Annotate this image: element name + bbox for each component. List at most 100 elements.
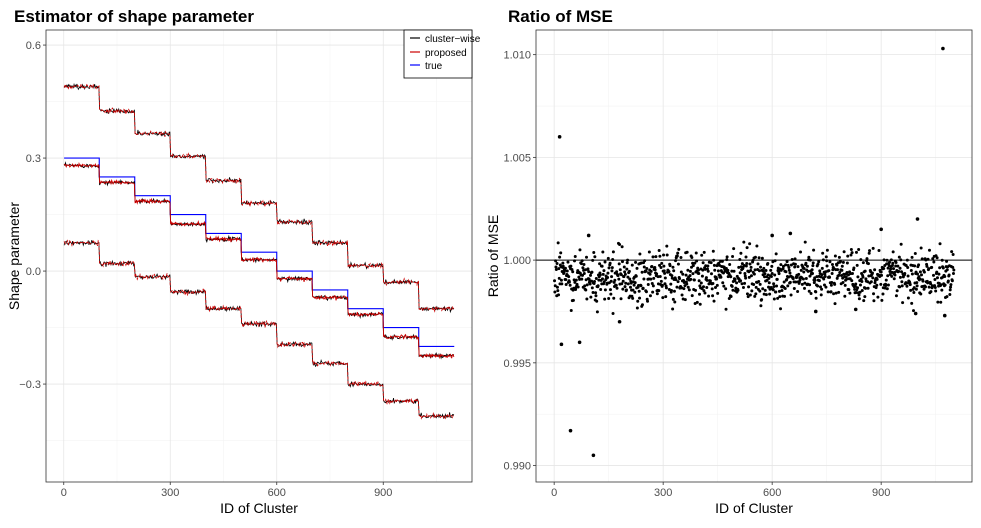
scatter-point	[802, 270, 806, 274]
scatter-point	[663, 276, 667, 280]
scatter-point	[770, 272, 774, 275]
scatter-point	[710, 287, 714, 291]
scatter-point	[633, 290, 637, 294]
scatter-point	[581, 266, 585, 270]
scatter-point	[702, 285, 705, 289]
scatter-point	[621, 287, 625, 291]
scatter-point	[788, 271, 792, 275]
scatter-point	[730, 269, 734, 273]
scatter-point	[784, 263, 788, 267]
scatter-point	[855, 263, 859, 267]
scatter-point	[679, 270, 683, 274]
scatter-point	[625, 267, 629, 271]
scatter-point	[782, 280, 786, 284]
scatter-point	[593, 255, 597, 259]
scatter-point	[820, 273, 824, 277]
scatter-point	[863, 295, 867, 299]
scatter-point	[880, 298, 884, 302]
scatter-point	[866, 286, 870, 290]
scatter-point	[735, 281, 739, 285]
scatter-point	[747, 285, 751, 289]
scatter-point	[885, 258, 889, 262]
scatter-point	[822, 277, 826, 281]
scatter-point	[772, 284, 776, 288]
scatter-point	[879, 282, 883, 286]
scatter-point	[879, 270, 883, 274]
scatter-point	[704, 276, 708, 280]
scatter-point	[761, 287, 765, 291]
scatter-point	[705, 278, 709, 282]
scatter-point	[655, 292, 659, 296]
scatter-point	[695, 300, 699, 304]
scatter-point	[665, 244, 669, 248]
scatter-point	[895, 289, 899, 293]
scatter-point	[750, 289, 754, 293]
scatter-point	[677, 247, 681, 251]
scatter-point	[698, 302, 702, 306]
scatter-point	[854, 250, 858, 254]
scatter-point	[704, 264, 708, 268]
scatter-point	[648, 272, 652, 276]
scatter-point	[611, 258, 615, 262]
scatter-point	[672, 289, 676, 293]
scatter-point-outlier	[788, 231, 793, 236]
scatter-point	[737, 265, 741, 269]
scatter-point	[837, 255, 841, 259]
scatter-point	[949, 285, 953, 289]
scatter-point	[587, 270, 591, 274]
scatter-point	[557, 293, 561, 297]
scatter-point	[597, 278, 601, 282]
scatter-point	[724, 307, 728, 311]
scatter-point	[861, 261, 865, 265]
scatter-point	[941, 266, 945, 270]
scatter-point	[720, 259, 724, 263]
scatter-point	[860, 280, 864, 284]
scatter-point	[671, 297, 675, 301]
scatter-point	[681, 272, 685, 276]
scatter-point	[820, 287, 824, 291]
scatter-point	[690, 256, 694, 260]
right-ytick-label: 0.995	[503, 358, 531, 370]
scatter-point	[950, 279, 954, 283]
scatter-point	[713, 268, 717, 272]
scatter-point	[945, 295, 949, 299]
scatter-point	[626, 258, 630, 262]
scatter-point	[614, 283, 618, 287]
scatter-point	[573, 280, 577, 284]
scatter-point	[607, 296, 611, 300]
scatter-point-outlier	[853, 307, 858, 312]
scatter-point	[880, 273, 884, 277]
scatter-point	[574, 278, 578, 282]
scatter-point	[866, 280, 870, 284]
scatter-point	[872, 292, 876, 296]
left-y-ticks: −0.3 0.0 0.3 0.6	[19, 40, 46, 391]
scatter-point	[700, 274, 704, 278]
scatter-point	[581, 273, 585, 277]
scatter-point	[854, 282, 858, 286]
scatter-point	[768, 292, 772, 296]
scatter-point	[772, 282, 776, 286]
scatter-point	[821, 258, 825, 262]
scatter-point	[772, 297, 776, 301]
scatter-point	[711, 249, 715, 253]
legend-label-cluster-wise: cluster−wise	[425, 34, 481, 45]
scatter-point	[725, 255, 729, 259]
scatter-point	[780, 288, 784, 292]
scatter-point	[859, 258, 863, 262]
legend-label-true: true	[425, 61, 443, 72]
scatter-point	[910, 272, 914, 276]
left-ytick-label: 0.3	[26, 153, 41, 165]
scatter-point	[595, 310, 599, 314]
scatter-point	[845, 261, 849, 265]
scatter-point	[730, 284, 734, 288]
scatter-point	[894, 264, 898, 268]
scatter-point	[715, 277, 719, 281]
scatter-point	[873, 281, 877, 285]
scatter-point	[611, 312, 615, 316]
scatter-point	[890, 274, 894, 278]
scatter-point	[559, 251, 563, 255]
scatter-point	[781, 264, 785, 268]
scatter-point	[702, 289, 706, 293]
scatter-point	[580, 277, 584, 281]
scatter-point	[646, 282, 650, 286]
